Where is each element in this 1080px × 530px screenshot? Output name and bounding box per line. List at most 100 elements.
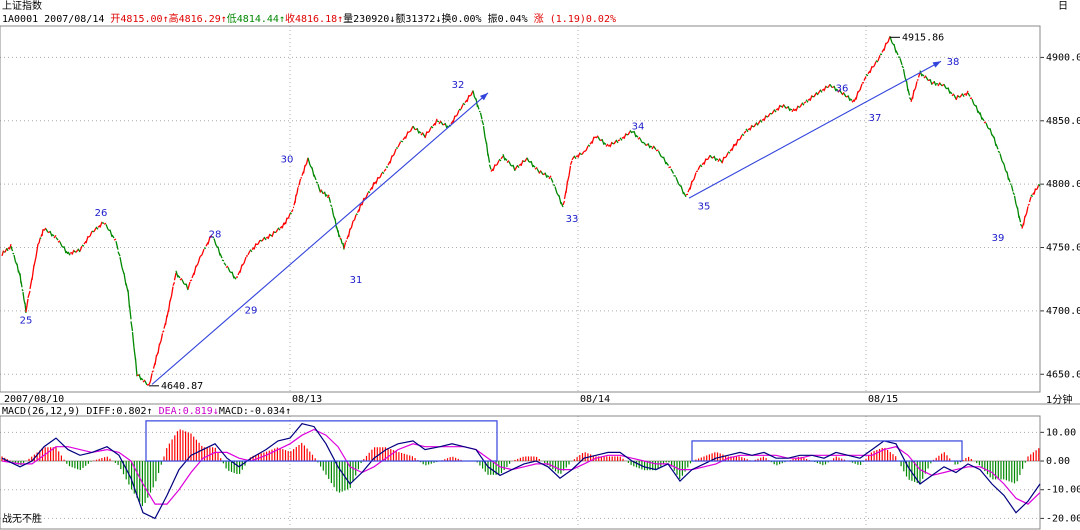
price-segment [247,250,251,256]
price-segment [287,213,291,219]
price-segment [577,152,581,158]
price-segment [213,238,217,246]
price-segment [605,143,609,147]
price-segment [951,93,955,97]
wave-label: 33 [566,214,579,225]
price-segment [1022,215,1026,226]
quote-bar: 1A0001 2007/08/14 开4815.00↑高4816.29↑低481… [2,14,616,26]
quote-open: 开4815.00↑ [110,14,169,25]
price-segment [349,227,353,230]
extreme-label: 4915.86 [902,32,944,43]
price-segment [763,115,767,122]
price-segment [979,112,983,120]
price-segment [881,48,885,53]
price-segment [847,95,851,102]
price-segment [51,233,55,237]
price-segment [160,333,164,342]
price-segment [837,89,841,93]
price-segment [916,78,919,81]
macd-name: MACD(26,12,9) [2,406,81,417]
price-segment [735,138,739,146]
price-segment [805,99,809,103]
price-segment [851,99,855,103]
price-segment [759,119,763,123]
price-segment [583,150,587,153]
price-segment [731,143,735,151]
price-segment [833,85,837,92]
wave-label: 34 [632,122,645,133]
price-segment [908,97,912,101]
price-segment [133,347,137,360]
corner-label[interactable]: 日 [1058,1,1068,12]
price-segment [757,120,761,125]
price-segment [670,168,675,174]
price-segment [729,148,733,152]
price-segment [689,180,693,190]
price-segment [777,104,781,111]
price-segment [127,289,131,308]
period-label[interactable]: 1分钟 [1046,395,1073,406]
price-segment [999,153,1003,162]
price-segment [315,181,319,184]
footer-label: 战无不胜 [2,514,42,525]
price-segment [1024,213,1028,218]
price-segment [434,118,438,126]
price-segment [899,58,903,65]
price-segment [323,191,327,197]
price-segment [257,239,261,245]
price-segment [799,103,803,108]
price-segment [943,84,947,89]
price-segment [59,241,63,247]
price-segment [430,125,434,129]
price-segment [819,89,823,93]
price-tick-label: 4850.00 [1046,116,1080,127]
price-segment [645,143,649,147]
price-segment [949,91,953,95]
price-segment [472,90,476,98]
price-segment [81,244,85,247]
frame-layer [0,25,1080,530]
price-segment [863,76,867,81]
price-segment [959,94,963,98]
price-segment [329,204,333,208]
price-segment [552,184,556,187]
price-segment [243,256,247,264]
price-segment [741,133,745,137]
price-segment [526,157,530,163]
price-segment [466,94,470,103]
price-segment [629,129,633,134]
price-segment [1033,188,1037,195]
price-segment [859,83,863,91]
price-segment [69,251,73,254]
price-segment [581,151,585,155]
price-segment [167,300,171,312]
quote-amount: 额31372↓ [395,14,442,25]
price-segment [611,142,615,145]
price-segment [487,153,491,163]
price-segment [571,156,575,161]
price-segment [707,154,711,160]
price-segment [313,174,317,181]
price-segment [839,90,843,95]
price-segment [13,254,17,262]
price-segment [769,112,773,115]
price-tick-label: 4650.00 [1046,369,1080,380]
price-segment [829,83,833,88]
price-segment [615,139,619,144]
price-segment [907,88,911,96]
price-segment [87,235,91,238]
price-segment [1013,195,1017,205]
price-segment [53,234,57,239]
price-segment [518,163,522,167]
quote-volume: 量230920↓ [343,14,396,25]
macd-tick-label: 10.00 [1046,427,1076,438]
price-segment [57,240,61,243]
price-segment [709,154,713,159]
price-segment [412,125,416,130]
macd-dea: DEA:0.819↓ [158,406,219,417]
price-segment [981,117,985,122]
price-segment [937,82,941,87]
price-segment [617,139,621,142]
price-segment [85,236,89,244]
price-segment [175,270,179,278]
